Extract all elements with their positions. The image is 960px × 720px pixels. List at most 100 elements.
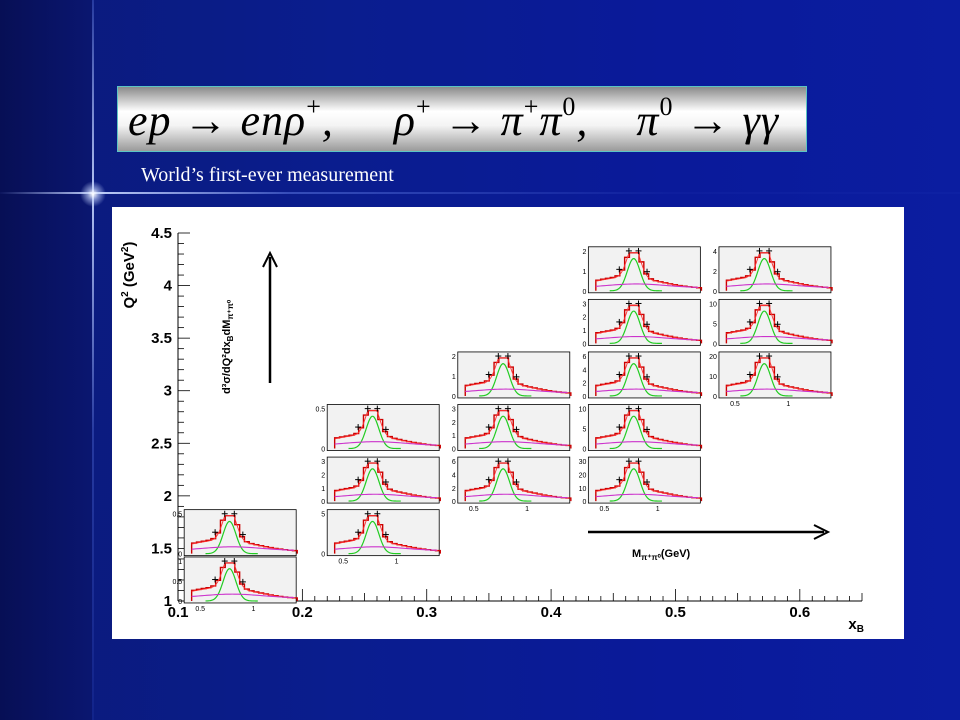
resonance-curve <box>609 310 662 344</box>
y-axis-title-unit-close: ) <box>121 242 138 247</box>
y-tick-label: 1.5 <box>151 540 172 557</box>
subplot-bin: 10 5 0 <box>579 404 703 454</box>
subplot-bin: 1 0.5 0 0.5 1 <box>172 556 298 613</box>
subplot-y-tick: 2 <box>452 486 456 493</box>
total-fit-curve <box>465 410 569 447</box>
resonance-curve <box>348 415 401 450</box>
subplot-bin: 4 2 0 <box>713 246 833 296</box>
up-arrow-head <box>262 250 278 268</box>
subplot-x-tick: 1 <box>525 506 529 513</box>
subplot-bin: 2 1 0 <box>582 246 703 296</box>
subplot-y-tick: 0 <box>178 552 182 559</box>
background-curve <box>726 388 829 394</box>
subplot-x-tick: 0.5 <box>469 506 479 513</box>
subplot-x-tick: 0.5 <box>730 401 740 408</box>
y-tick-label: 1 <box>164 593 172 610</box>
annotations: d³σ/dQ²dxBdMπ⁺π⁰ Mπ⁺π⁰(GeV) <box>221 250 831 562</box>
resonance-curve <box>479 363 532 397</box>
eq-part-2b: → π <box>431 96 524 145</box>
resonance-curve <box>348 520 401 555</box>
x-axis-title: xB <box>848 616 864 635</box>
subplot-y-tick: 10 <box>709 301 717 308</box>
resonance-curve <box>740 310 793 344</box>
subplot-y-tick: 0 <box>582 289 586 296</box>
inner-x-label-sub: π⁺π⁰ <box>641 553 661 562</box>
x-tick-label: 0.3 <box>416 604 437 621</box>
sparkle-icon <box>80 181 106 207</box>
subplot-y-tick: 4 <box>582 367 586 374</box>
subplot-bin: 30 20 10 0 0.5 1 <box>579 456 703 513</box>
reaction-equation: ep → enρ+, ρ+ → π+π0, π0 → γγ <box>128 92 780 145</box>
resonance-curve <box>740 363 793 397</box>
resonance-curve <box>609 258 662 292</box>
background-curve <box>191 593 295 599</box>
background-curve <box>465 441 568 446</box>
plot-panel: 0.1 0.2 0.3 0.4 0.5 0.6 1 1.5 2 2.5 3 3.5 4 4.5 xB Q2 (… <box>112 207 904 639</box>
subplot-y-tick: 2 <box>582 315 586 322</box>
subplot-bin: 3 2 1 0 <box>582 298 703 348</box>
subplot-y-tick: 5 <box>713 321 717 328</box>
resonance-curve <box>205 568 258 602</box>
subplot-y-tick: 0.5 <box>172 579 182 586</box>
subplot-x-tick: 1 <box>786 401 790 408</box>
inner-x-label-unit: (GeV) <box>661 548 691 560</box>
y-tick-label: 3.5 <box>151 330 172 347</box>
resonance-curve <box>609 363 662 397</box>
total-fit-curve <box>726 357 830 394</box>
background-curve <box>595 441 699 446</box>
subplot-y-tick: 2 <box>713 269 717 276</box>
resonance-curve <box>740 258 793 292</box>
eq-sup-3: 0 <box>659 92 674 121</box>
background-curve <box>334 493 438 499</box>
subplot-bin: 3 2 1 0 <box>452 404 572 454</box>
background-curve <box>191 546 295 551</box>
eq-sup-2c: 0 <box>562 92 577 121</box>
subplot-bin: 0.50 <box>315 404 441 454</box>
subplot-y-tick: 0 <box>321 447 325 454</box>
eq-part-3: π <box>636 96 660 145</box>
total-fit-curve <box>191 562 296 599</box>
subplot-y-tick: 2 <box>452 420 456 427</box>
y-axis-title-sup: 2 <box>120 291 131 297</box>
y-axis-title-unit: (GeV <box>121 252 138 291</box>
background-curve <box>726 335 829 341</box>
total-fit-curve <box>465 462 569 499</box>
subplot-y-tick: 0 <box>321 552 325 559</box>
subplot-y-tick: 6 <box>452 459 456 466</box>
subplot-bin: 500.5 1 <box>321 509 441 566</box>
subplot-bin: 3 2 1 0 <box>321 456 441 506</box>
q2-xb-chart: 0.1 0.2 0.3 0.4 0.5 0.6 1 1.5 2 2.5 3 3.5 4 4.5 xB Q2 (… <box>120 225 864 635</box>
subplot-y-tick: 2 <box>452 354 456 361</box>
eq-sup-1: + <box>306 92 322 121</box>
subplot-y-tick: 10 <box>709 374 717 381</box>
subplot-y-tick: 1 <box>178 559 182 566</box>
background-curve <box>595 283 699 288</box>
subplot-y-tick: 30 <box>579 459 587 466</box>
subplot-y-tick: 0 <box>713 394 717 401</box>
subplot-y-tick: 10 <box>579 486 587 493</box>
total-fit-curve <box>726 252 830 289</box>
subplot-y-tick: 2 <box>582 381 586 388</box>
subplot-y-tick: 2 <box>582 249 586 256</box>
total-fit-curve <box>334 462 439 499</box>
subplot-y-tick: 0 <box>321 499 325 506</box>
subplot-bin: 6 4 2 0 <box>582 351 703 401</box>
subplot-bin: 20 10 0 0.5 1 <box>709 351 833 408</box>
eq-part-1: ep → enρ <box>128 96 307 145</box>
vertical-accent-line <box>92 0 94 720</box>
eq-part-2: ρ <box>393 96 416 145</box>
x-tick-label: 0.4 <box>541 604 563 621</box>
subplot-x-tick: 0.5 <box>599 506 609 513</box>
subplot-y-tick: 0 <box>582 499 586 506</box>
total-fit-curve <box>726 304 830 341</box>
inner-y-label: d³σ/dQ²dxBdMπ⁺π⁰ <box>221 299 235 394</box>
subplot-x-tick: 0.5 <box>195 606 205 613</box>
y-tick-label: 2.5 <box>151 435 172 452</box>
y-axis-title-unit-sup: 2 <box>120 246 131 252</box>
subplot-x-tick: 1 <box>656 506 660 513</box>
total-fit-curve <box>334 515 439 552</box>
inner-x-label: Mπ⁺π⁰(GeV) <box>632 548 691 562</box>
subplot-y-tick: 1 <box>582 269 586 276</box>
subplot-y-tick: 0 <box>713 289 717 296</box>
